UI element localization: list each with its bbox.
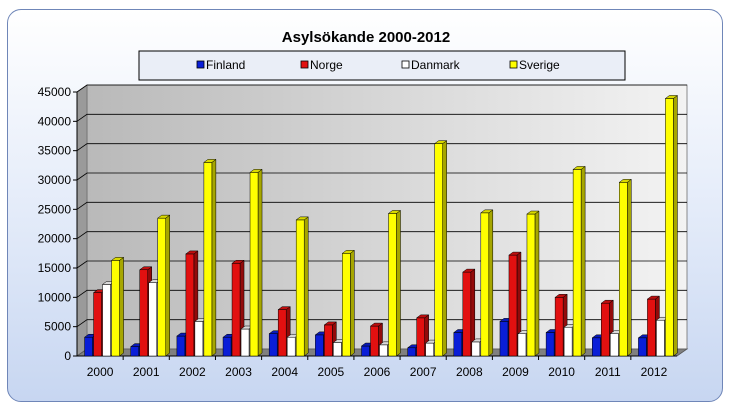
legend-swatch-sverige	[509, 60, 518, 69]
x-tick-label: 2000	[87, 365, 114, 379]
y-tick-label: 30000	[38, 173, 72, 187]
y-tick-label: 40000	[38, 114, 72, 128]
x-tick-label: 2001	[133, 365, 160, 379]
x-tick-label: 2010	[548, 365, 575, 379]
legend-label-finland: Finland	[206, 58, 245, 72]
bar-sverige-2009	[526, 210, 540, 357]
gridline	[76, 143, 687, 151]
y-tick-label: 20000	[38, 232, 72, 246]
bar-sverige-2000	[110, 256, 125, 357]
bar-norge-2008	[462, 268, 476, 357]
x-tick-label: 2002	[179, 365, 206, 379]
bar-sverige-2008	[480, 209, 494, 357]
bar-sverige-2002	[203, 158, 217, 357]
y-tick-label: 25000	[38, 202, 72, 216]
bar-norge-2009	[508, 251, 522, 357]
legend-swatch-norge	[300, 60, 309, 69]
x-tick-label: 2009	[502, 365, 529, 379]
legend: Finland Norge Danmark Sverige	[138, 50, 626, 81]
bar-sverige-2010	[572, 165, 586, 357]
chart-title: Asylsökande 2000-2012	[282, 29, 450, 46]
legend-swatch-danmark	[401, 60, 410, 69]
bar-sverige-2012	[664, 94, 679, 357]
x-tick-label: 2005	[317, 365, 344, 379]
plot-side-wall	[76, 84, 88, 357]
bar-sverige-2006	[387, 209, 402, 357]
plot-area: 0 5000 10000 15000 20000 25000 30000 35000 40000…	[38, 84, 689, 379]
legend-label-sverige: Sverige	[519, 58, 560, 72]
x-tick-label: 2006	[364, 365, 391, 379]
y-tick-label: 15000	[38, 261, 72, 275]
bar-sverige-2005	[341, 249, 356, 357]
y-tick-label: 5000	[44, 320, 71, 334]
bar-sverige-2007	[433, 140, 448, 357]
y-tick-label: 45000	[38, 85, 72, 99]
bar-sverige-2003	[249, 168, 263, 357]
bar-sverige-2011	[618, 178, 633, 357]
gridline	[76, 201, 687, 210]
y-tick-label: 0	[64, 349, 71, 363]
legend-label-danmark: Danmark	[411, 58, 461, 72]
y-tick-label: 35000	[38, 144, 72, 158]
gridline	[76, 113, 687, 122]
legend-box	[138, 50, 626, 81]
x-tick-label: 2004	[271, 365, 298, 379]
plot-back-wall	[86, 84, 688, 350]
legend-swatch-finland	[196, 60, 205, 69]
gridline	[76, 84, 687, 93]
legend-label-norge: Norge	[310, 58, 343, 72]
y-tick-label: 10000	[38, 290, 72, 304]
x-tick-label: 2003	[225, 365, 252, 379]
bar-sverige-2001	[156, 214, 171, 357]
x-tick-label: 2007	[410, 365, 437, 379]
x-tick-label: 2011	[595, 365, 621, 379]
bar-sverige-2004	[295, 216, 309, 357]
x-tick-label: 2012	[641, 365, 668, 379]
x-tick-label: 2008	[456, 365, 483, 379]
gridline	[76, 172, 687, 181]
